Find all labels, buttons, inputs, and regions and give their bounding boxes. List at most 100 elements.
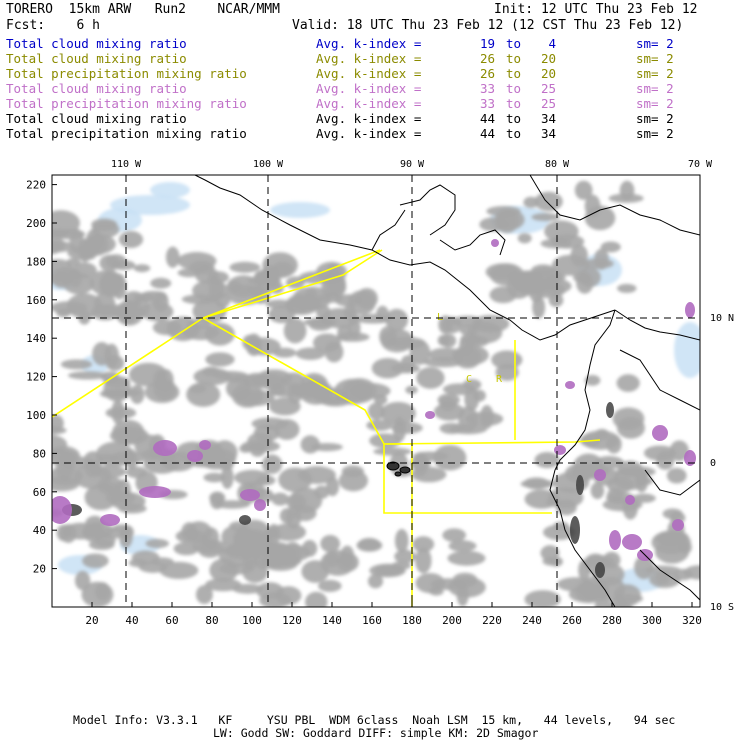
cloud-water-area [355,287,378,310]
cloud-water-area [580,576,608,599]
cloud-water-area [380,328,414,353]
y-tick-label: 200 [26,217,46,230]
cloud-water-area [192,539,227,554]
precipitation-area [652,425,668,441]
cloud-water-area [52,235,65,255]
legend-row: Total precipitation mixing ratio Avg. k-i… [6,96,736,111]
cloud-water-area [186,319,212,329]
cloud-water-area [320,534,341,553]
legend-to: to [506,66,522,81]
cloud-water-area [411,466,447,483]
cloud-water-area [324,341,344,363]
precipitation-area [425,411,435,419]
cloud-water-area [405,385,418,395]
legend-field: Total cloud mixing ratio [6,111,187,126]
precipitation-area [153,440,177,456]
cloud-water-area [207,271,229,284]
latitude-label: 0 [710,458,716,469]
deep-cloud-core [576,475,584,495]
cloud-water-area [366,419,393,431]
x-tick-label: 240 [522,614,542,627]
latitude-label: 10 S [710,602,734,613]
legend-avg-label: Avg. k-index = [316,36,422,51]
x-tick-label: 180 [402,614,422,627]
light-cloud-area [150,182,190,198]
coastline [644,469,700,496]
cloud-water-area [534,451,560,469]
coastline [619,349,700,411]
cloud-water-area [459,336,474,356]
legend-avg-label: Avg. k-index = [316,66,422,81]
legend-avg-label: Avg. k-index = [316,51,422,66]
cloud-water-area [334,294,362,307]
cloud-water-area [286,493,306,510]
cloud-water-area [337,324,352,341]
cloud-water-area [465,411,504,427]
cloud-water-area [548,293,564,308]
cloud-water-area [195,585,213,605]
cloud-water-area [105,355,125,371]
cloud-water-area [96,453,117,463]
cloud-water-area [550,272,566,282]
precipitation-area [622,534,642,550]
legend-smoothing: sm= 2 [636,66,674,81]
cloud-water-area [189,260,215,275]
x-tick-label: 300 [642,614,662,627]
legend-field: Total precipitation mixing ratio [6,96,247,111]
cloud-water-area [600,241,621,253]
cloud-water-area [298,466,336,484]
cloud-water-area [273,347,297,358]
legend-to: to [506,96,522,111]
x-tick-label: 60 [165,614,178,627]
cloud-water-area [616,374,640,392]
cloud-water-area [218,459,234,471]
cloud-water-area [423,357,464,368]
cloud-water-area [264,526,278,542]
legend-row: Total cloud mixing ratio Avg. k-index = 19… [6,36,736,51]
legend-field: Total cloud mixing ratio [6,51,187,66]
legend-k-from: 26 [479,51,495,66]
coastline [639,549,700,601]
coastline [194,175,616,341]
cloud-water-area [367,574,384,589]
precipitation-area [565,381,575,389]
cloud-water-area [66,258,81,267]
cloud-water-area [617,283,637,293]
cloud-water-area [139,290,168,303]
legend-smoothing: sm= 2 [636,36,674,51]
precipitation-area [594,469,606,481]
cloud-water-area [251,417,289,430]
cloud-water-area [249,443,266,457]
cloud-water-area [447,550,486,566]
y-tick-label: 60 [33,486,46,499]
cloud-water-area [355,313,392,324]
cloud-water-area [300,435,320,454]
cloud-water-area [412,536,435,553]
cloud-water-area [247,285,273,294]
precipitation-area [100,514,120,526]
cloud-water-area [336,552,359,572]
legend-row: Total cloud mixing ratio Avg. k-index = 33… [6,81,736,96]
cloud-water-area [578,559,591,581]
cloud-water-area [416,366,445,389]
legend-k-to: 20 [540,66,556,81]
cloud-water-area [523,477,550,490]
coastline [614,309,700,341]
cloud-water-area [574,180,593,200]
precipitation-area [609,530,621,550]
legend-smoothing: sm= 2 [636,96,674,111]
precipitation-area [187,450,203,462]
cloud-water-area [209,491,226,504]
galapagos-island [394,471,402,477]
cloud-water-area [125,466,148,479]
legend-k-to: 34 [540,126,556,141]
cloud-water-area [52,426,67,435]
cloud-water-area [100,270,123,296]
cloud-water-area [181,294,219,305]
cloud-water-area [214,292,231,308]
cloud-water-area [608,193,644,203]
deep-cloud-core [239,515,251,525]
cloud-water-area [111,399,125,425]
cloud-water-area [133,264,151,273]
cloud-water-area [203,472,226,483]
